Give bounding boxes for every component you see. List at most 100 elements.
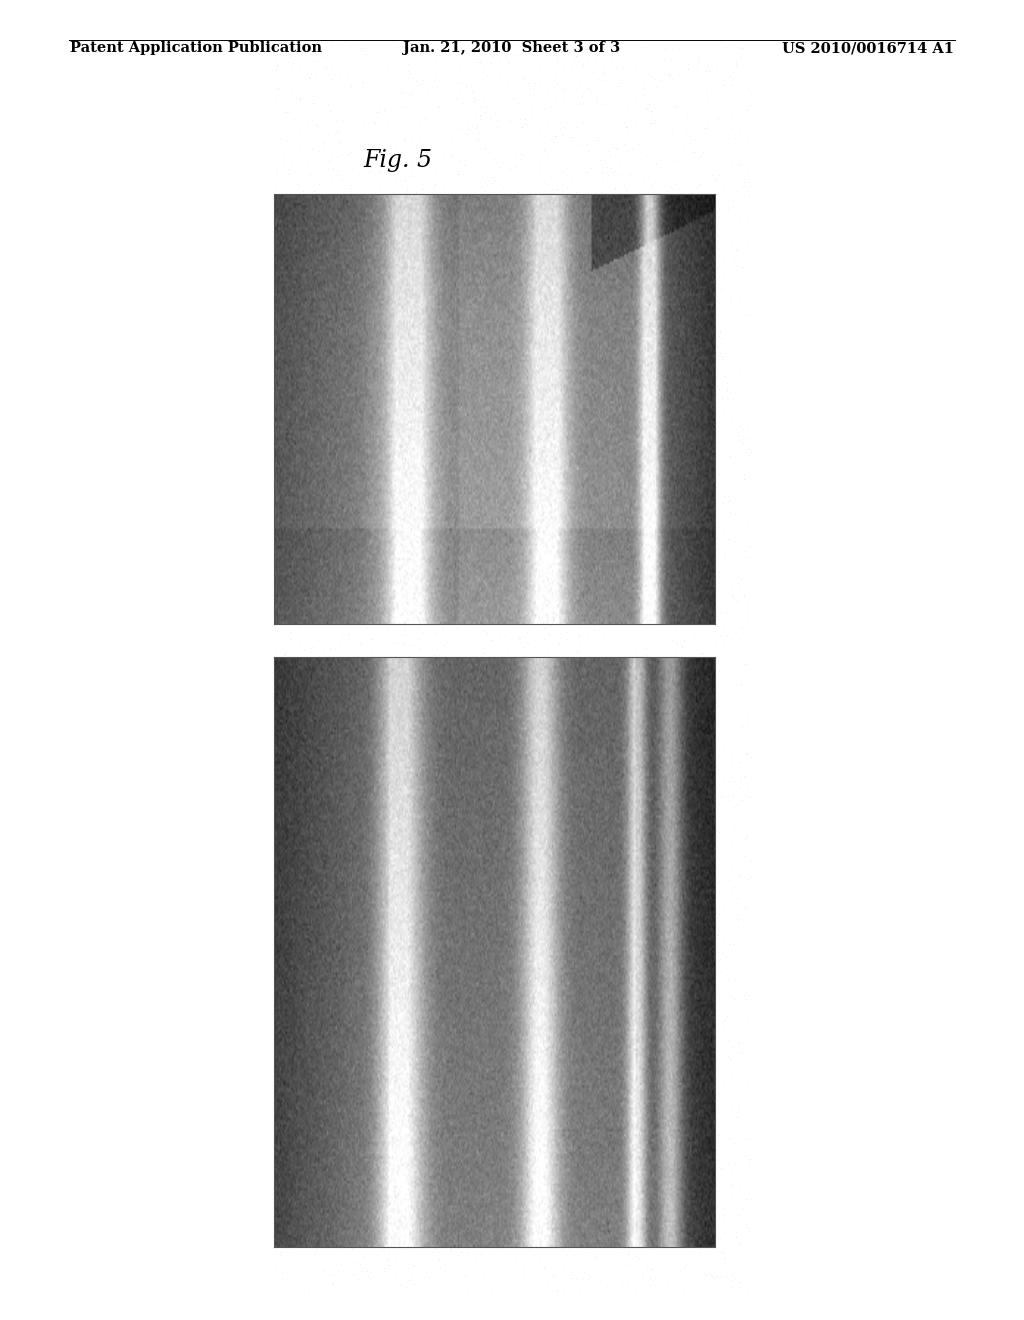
Point <box>713 624 729 645</box>
Point <box>530 243 547 264</box>
Point <box>299 678 315 700</box>
Point <box>553 657 569 678</box>
Point <box>722 66 738 87</box>
Point <box>687 931 703 952</box>
Point <box>695 272 712 293</box>
Point <box>515 1176 531 1197</box>
Point <box>333 169 349 190</box>
Point <box>614 861 631 882</box>
Point <box>495 469 511 490</box>
Point <box>524 919 541 940</box>
Point <box>515 1078 531 1100</box>
Point <box>517 609 534 630</box>
Point <box>561 327 578 348</box>
Point <box>631 960 647 981</box>
Point <box>471 825 487 846</box>
Point <box>689 1011 706 1032</box>
Point <box>331 63 347 84</box>
Point <box>646 170 663 191</box>
Point <box>523 508 540 529</box>
Point <box>428 375 444 396</box>
Point <box>626 1022 642 1043</box>
Point <box>705 870 721 891</box>
Point <box>652 882 669 903</box>
Point <box>293 935 309 956</box>
Point <box>338 510 354 531</box>
Point <box>490 345 507 366</box>
Point <box>471 104 487 125</box>
Point <box>458 537 474 558</box>
Point <box>607 450 624 471</box>
Point <box>347 616 364 638</box>
Point <box>581 1055 597 1076</box>
Point <box>465 282 481 304</box>
Point <box>614 623 631 644</box>
Point <box>516 405 532 426</box>
Point <box>710 224 726 246</box>
Point <box>487 1187 504 1208</box>
Point <box>686 1203 702 1224</box>
Point <box>380 911 396 932</box>
Point <box>303 343 319 364</box>
Point <box>507 843 523 865</box>
Point <box>545 251 561 272</box>
Point <box>694 924 711 945</box>
Point <box>395 436 412 457</box>
Point <box>642 921 658 942</box>
Point <box>383 636 399 657</box>
Point <box>340 810 356 832</box>
Point <box>334 627 350 648</box>
Point <box>361 990 378 1011</box>
Point <box>304 168 321 189</box>
Point <box>668 619 684 640</box>
Point <box>383 416 399 437</box>
Point <box>623 919 639 940</box>
Point <box>519 989 536 1010</box>
Point <box>349 425 366 446</box>
Point <box>544 1111 560 1133</box>
Point <box>532 504 549 525</box>
Point <box>375 735 391 756</box>
Point <box>629 1129 645 1150</box>
Point <box>420 754 436 775</box>
Point <box>584 502 600 523</box>
Point <box>550 348 566 370</box>
Point <box>719 378 735 399</box>
Point <box>633 48 649 69</box>
Point <box>633 1152 649 1173</box>
Point <box>663 545 679 566</box>
Point <box>268 882 285 903</box>
Point <box>520 923 537 944</box>
Point <box>429 364 445 385</box>
Point <box>424 1028 440 1049</box>
Point <box>326 1026 342 1047</box>
Point <box>689 1071 706 1092</box>
Point <box>703 421 720 442</box>
Point <box>344 1237 360 1258</box>
Point <box>302 532 318 553</box>
Point <box>728 1226 744 1247</box>
Point <box>662 979 678 1001</box>
Point <box>390 416 407 437</box>
Point <box>271 203 288 224</box>
Point <box>548 313 564 334</box>
Point <box>506 565 522 586</box>
Point <box>372 1049 388 1071</box>
Point <box>397 714 414 735</box>
Point <box>339 675 355 696</box>
Point <box>341 925 357 946</box>
Point <box>580 758 596 779</box>
Point <box>446 59 463 81</box>
Point <box>472 1243 488 1265</box>
Point <box>536 172 552 193</box>
Point <box>639 1051 655 1072</box>
Point <box>737 784 754 805</box>
Point <box>403 1093 420 1114</box>
Point <box>382 329 398 350</box>
Point <box>408 1123 424 1144</box>
Point <box>413 247 429 268</box>
Point <box>665 821 681 842</box>
Point <box>496 420 512 441</box>
Point <box>291 412 307 433</box>
Point <box>647 796 664 817</box>
